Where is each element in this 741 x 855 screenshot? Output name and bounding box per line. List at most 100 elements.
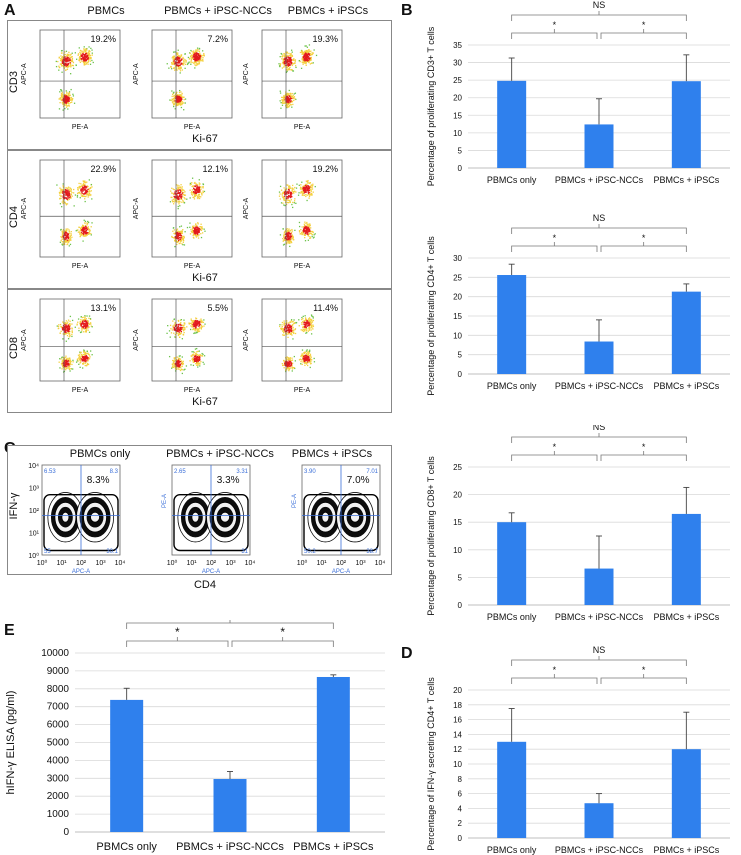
- flow-dot: [307, 179, 309, 182]
- flow-dot: [85, 59, 88, 61]
- flow-dot: [298, 359, 301, 361]
- flow-dot: [182, 229, 184, 231]
- flow-dot: [87, 357, 89, 359]
- flow-dot: [80, 324, 83, 326]
- flow-dot: [84, 181, 86, 184]
- flow-dot: [65, 367, 67, 369]
- flow-dot: [197, 350, 199, 353]
- flow-dot: [174, 94, 176, 97]
- flow-dot: [169, 201, 172, 203]
- flow-dot: [290, 60, 292, 62]
- flow-dot: [78, 363, 80, 365]
- flow-dot: [181, 103, 183, 106]
- y-tick-label: 0: [458, 164, 463, 173]
- flow-dot: [87, 196, 89, 198]
- flow-dot: [304, 323, 306, 326]
- flow-dot: [62, 324, 65, 327]
- flow-dot: [201, 192, 203, 194]
- flow-dot: [284, 190, 286, 193]
- flow-dot: [66, 327, 68, 329]
- y-tick-label: 35: [453, 41, 462, 50]
- flow-dot: [306, 349, 308, 351]
- flow-dot: [177, 240, 180, 243]
- flow-dot: [286, 228, 289, 230]
- flow-dot: [304, 234, 306, 237]
- flow-dot: [202, 183, 204, 185]
- flow-dot: [196, 364, 198, 366]
- x-tick-label: 10⁴: [375, 560, 386, 567]
- flow-dot: [65, 340, 67, 342]
- flow-dot: [86, 185, 88, 187]
- flow-dot: [196, 362, 199, 365]
- flow-dot: [68, 51, 70, 53]
- flow-dot: [80, 331, 83, 333]
- flow-dot: [198, 350, 200, 352]
- flow-dot: [314, 233, 316, 235]
- flow-dot: [176, 104, 178, 107]
- flow-c-contour: 6.53 8.355 30.18.3%10⁰10⁰10¹10¹10²10²10³10…: [28, 463, 125, 575]
- flow-dot: [198, 50, 200, 52]
- flow-dot: [69, 238, 71, 240]
- flow-dot: [87, 194, 90, 197]
- flow-dot: [284, 55, 287, 57]
- flow-dot: [196, 50, 198, 53]
- flow-dot: [82, 180, 84, 182]
- flow-dot: [82, 187, 84, 189]
- flow-a-column-title: PBMCs + iPSC-NCCs: [164, 5, 272, 17]
- y-tick-label: 15: [453, 518, 462, 527]
- flow-dot: [288, 54, 290, 57]
- flow-dot: [83, 180, 85, 182]
- flow-dot: [77, 54, 79, 56]
- bar: [584, 124, 614, 168]
- flow-dot: [284, 327, 286, 329]
- flow-dot: [82, 62, 85, 64]
- flow-dot: [294, 60, 296, 62]
- flow-dot: [62, 201, 65, 203]
- flow-dot: [195, 58, 197, 60]
- flow-dot: [196, 325, 198, 327]
- flow-dot: [64, 364, 66, 367]
- flow-dot: [307, 192, 310, 195]
- flow-dot: [64, 95, 66, 97]
- flow-dot: [294, 321, 296, 324]
- flow-dot: [173, 198, 176, 200]
- flow-dot: [83, 62, 86, 65]
- flow-dot: [281, 58, 283, 60]
- plot-frame: [151, 159, 233, 258]
- flow-dot: [189, 189, 191, 191]
- flow-dot: [191, 190, 193, 193]
- flow-dot: [304, 328, 307, 330]
- flow-dot: [70, 60, 72, 62]
- flow-dot: [309, 186, 311, 188]
- flow-dot: [89, 60, 92, 62]
- flow-dot: [174, 199, 176, 202]
- flow-dot: [308, 226, 310, 229]
- flow-dot: [178, 368, 180, 370]
- flow-dot: [312, 184, 314, 187]
- flow-dot: [64, 107, 66, 110]
- flow-dot: [286, 66, 288, 68]
- flow-dot: [194, 189, 196, 191]
- flow-dot: [172, 327, 174, 329]
- flow-dot: [306, 59, 308, 62]
- flow-dot: [83, 64, 86, 66]
- flow-dot: [91, 326, 93, 328]
- quadrant-percent: 5.5%: [207, 303, 228, 313]
- flow-dot: [195, 224, 197, 227]
- flow-dot: [301, 51, 303, 54]
- flow-dot: [279, 90, 281, 92]
- flow-dot: [187, 56, 190, 59]
- flow-dot: [284, 95, 286, 97]
- flow-dot: [286, 96, 288, 98]
- flow-dot: [184, 63, 187, 66]
- flow-dot: [83, 325, 86, 327]
- flow-dot: [310, 190, 312, 193]
- flow-dot: [91, 54, 93, 56]
- flow-dot: [67, 367, 69, 369]
- flow-dot: [70, 239, 72, 241]
- flow-dot: [177, 188, 180, 190]
- flow-dot: [87, 363, 89, 366]
- flow-dot: [284, 53, 286, 55]
- flow-dot: [84, 358, 87, 361]
- flow-dot: [181, 94, 183, 96]
